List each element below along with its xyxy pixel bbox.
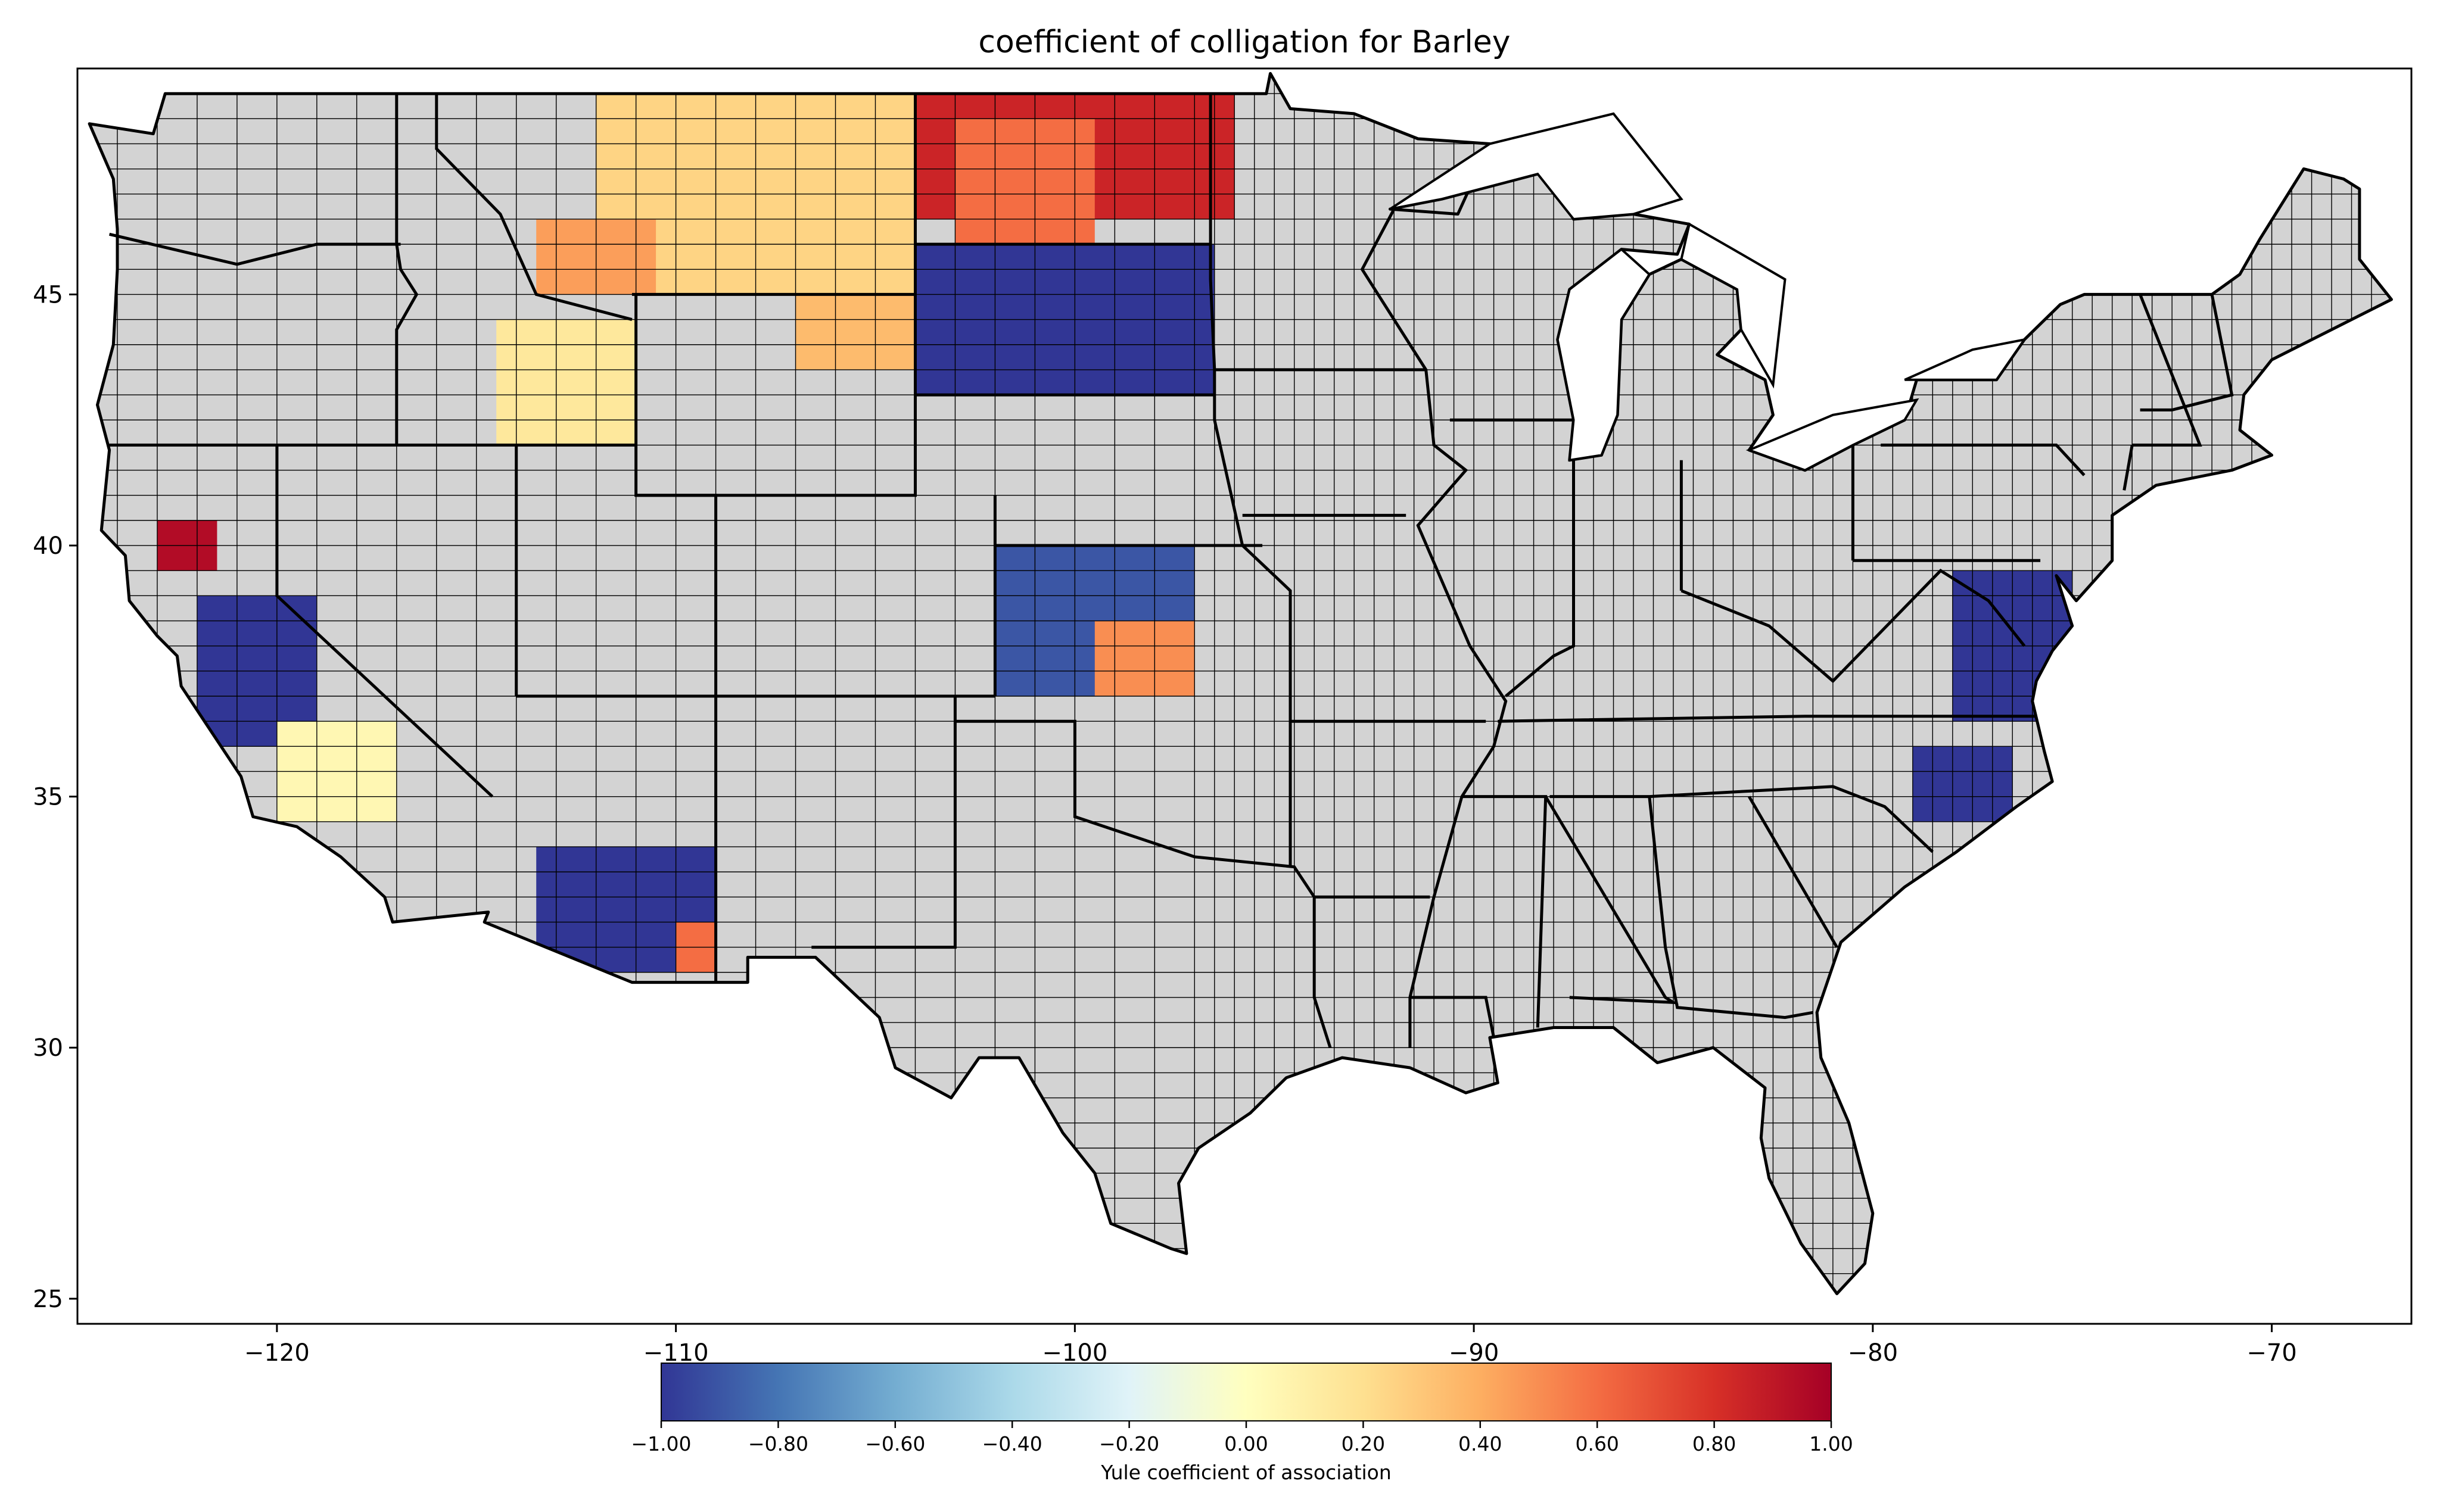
colorbar-tick-label: 0.60 [1575,1432,1619,1455]
y-tick-label: 40 [33,532,63,560]
y-axis: 25 30 35 40 45 [33,281,77,1313]
colorbar: −1.00 −0.80 −0.60 −0.40 −0.20 0.00 0.20 0.40 0.6… [631,1363,1853,1484]
colorbar-label: Yule coefficient of association [1100,1461,1392,1484]
colorbar-ticks: −1.00 −0.80 −0.60 −0.40 −0.20 0.00 0.20 0.40 0.6… [631,1421,1853,1455]
y-tick-label: 30 [33,1034,63,1062]
colorbar-tick-label: 0.40 [1458,1432,1502,1455]
colorbar-gradient [661,1363,1832,1421]
colorbar-tick-label: 1.00 [1809,1432,1853,1455]
colorbar-tick-label: 0.80 [1692,1432,1736,1455]
x-axis: −120 −110 −100 −90 −80 −70 [244,1324,2297,1367]
colorbar-tick-label: 0.00 [1224,1432,1268,1455]
colorbar-tick-label: −0.20 [1099,1432,1159,1455]
region-cell [1912,746,2013,822]
y-tick-label: 25 [33,1286,63,1313]
colorbar-tick-label: −0.60 [865,1432,925,1455]
x-tick-label: −110 [643,1339,709,1367]
colorbar-tick-label: −0.40 [982,1432,1042,1455]
state-borders [109,93,2234,1048]
colorbar-tick-label: −0.80 [748,1432,808,1455]
x-tick-label: −70 [2246,1339,2296,1367]
great-lakes [1389,112,2027,472]
colorbar-tick-label: −1.00 [631,1432,691,1455]
y-tick-label: 45 [33,281,63,308]
colorbar-tick-label: 0.20 [1342,1432,1385,1455]
region-cell [496,319,636,445]
x-tick-label: −80 [1848,1339,1898,1367]
map-title: coefficient of colligation for Barley [978,24,1510,60]
x-tick-label: −100 [1042,1339,1107,1367]
x-tick-label: −120 [244,1339,310,1367]
y-tick-label: 35 [33,784,63,811]
region-cell [795,294,916,370]
region-cell [1094,621,1195,696]
x-tick-label: −90 [1449,1339,1499,1367]
region-cell [955,119,1095,245]
